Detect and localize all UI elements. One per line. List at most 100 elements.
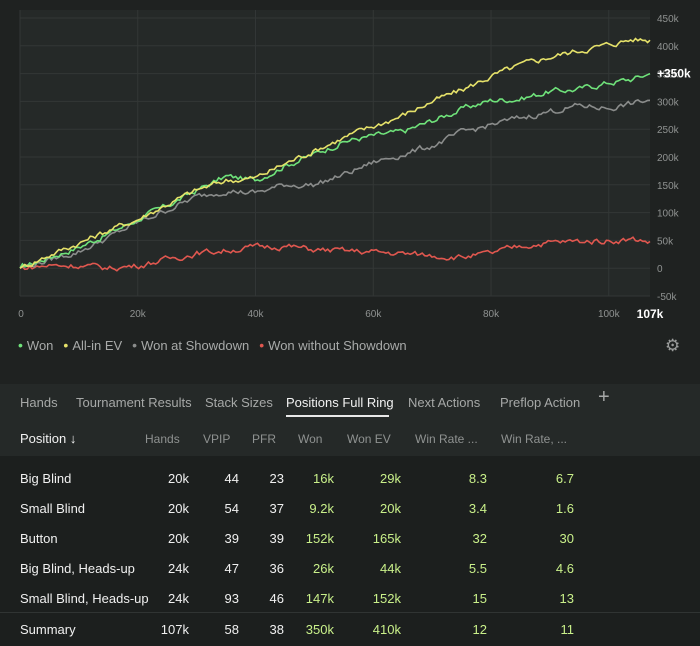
cell-wr1: 8.3 [468,471,487,486]
cell-vpip: 93 [224,591,239,606]
cell-won-ev: 20k [380,501,401,516]
column-header-win-rate-2[interactable]: Win Rate, ... [501,432,568,446]
cell-won-ev: 44k [380,561,401,576]
series-line-won-without-showdown [19,236,651,272]
cell-vpip: 47 [224,561,239,576]
cell-hands: 24k [168,561,189,576]
cell-pfr: 38 [269,622,284,637]
table-row[interactable]: Small Blind 20k 54 37 9.2k 20k 3.4 1.6 [0,493,700,523]
cell-won: 26k [313,561,334,576]
series-line-won-at-showdown [19,98,651,269]
table-row[interactable]: Big Blind 20k 44 23 16k 29k 8.3 6.7 [0,463,700,493]
x-end-label: 107k [637,307,664,321]
active-tab-indicator [286,415,389,417]
cell-pfr: 23 [269,471,284,486]
end-value-label: +350k [657,67,691,81]
chart-legend: • Won • All-in EV • Won at Showdown • Won wi… [18,338,407,353]
y-tick-label: 50k [657,236,674,247]
cell-wr1: 12 [472,622,487,637]
legend-item-won-at-showdown[interactable]: • Won at Showdown [132,337,250,353]
cell-wr2: 11 [560,622,575,637]
positions-table: Big Blind 20k 44 23 16k 29k 8.3 6.7 Small Blind 2… [0,456,700,646]
y-tick-label: 100k [657,209,680,220]
legend-dot-icon: • [259,337,265,353]
tab-next-actions[interactable]: Next Actions [408,395,481,410]
cell-hands: 20k [168,501,189,516]
table-row[interactable]: Small Blind, Heads-up 24k 93 46 147k 152k 15 13 [0,583,700,613]
x-tick-label: 80k [483,309,500,320]
cell-won: 147k [305,591,334,606]
summary-divider [0,612,700,613]
tab-stack-sizes[interactable]: Stack Sizes [205,395,273,410]
cell-won-ev: 410k [372,622,401,637]
cell-pfr: 37 [269,501,284,516]
table-header: Position ↓ Hands VPIP PFR Won Won EV Win… [0,420,700,456]
column-header-win-rate-1[interactable]: Win Rate ... [415,432,478,446]
cell-vpip: 39 [224,531,239,546]
y-tick-label: 400k [657,42,680,53]
cell-vpip: 44 [224,471,239,486]
column-header-vpip[interactable]: VPIP [203,432,231,446]
x-tick-label: 0 [18,309,24,320]
legend-dot-icon: • [63,337,69,353]
cell-pfr: 39 [269,531,284,546]
cell-hands: 24k [168,591,189,606]
y-tick-label: 300k [657,97,680,108]
column-header-won-ev[interactable]: Won EV [347,432,391,446]
tab-tournament-results[interactable]: Tournament Results [76,395,192,410]
y-tick-label: -50k [657,292,677,303]
cell-wr2: 13 [559,591,574,606]
summary-row[interactable]: Summary 107k 58 38 350k 410k 12 11 [0,614,700,644]
cell-won-ev: 152k [372,591,401,606]
column-header-won[interactable]: Won [298,432,323,446]
x-tick-label: 20k [130,309,147,320]
cell-wr2: 30 [559,531,574,546]
legend-item-won[interactable]: • Won [18,337,54,353]
tab-hands[interactable]: Hands [20,395,58,410]
chart-panel: 450k 400k 350k 300k 250k 200k 150k 100k 50k 0 -50k… [18,10,692,355]
table-row[interactable]: Button 20k 39 39 152k 165k 32 30 [0,523,700,553]
y-tick-label: 150k [657,181,680,192]
cell-position: Button [20,531,58,546]
cell-hands: 20k [168,471,189,486]
tab-bar: Hands Tournament Results Stack Sizes Pos… [0,384,700,420]
legend-item-won-without-showdown[interactable]: • Won without Showdown [259,337,407,353]
cell-vpip: 54 [224,501,239,516]
cell-won: 350k [305,622,334,637]
table-row[interactable]: Big Blind, Heads-up 24k 47 36 26k 44k 5.5 4.6 [0,553,700,583]
series-line-all-in-ev [19,37,651,269]
cell-wr2: 4.6 [555,561,574,576]
cell-position: Summary [20,622,76,637]
line-chart: 450k 400k 350k 300k 250k 200k 150k 100k 50k 0 -50k… [18,10,691,321]
column-header-pfr[interactable]: PFR [252,432,276,446]
cell-won: 9.2k [309,501,334,516]
column-header-hands[interactable]: Hands [145,432,180,446]
legend-item-all-in-ev[interactable]: • All-in EV [63,337,123,353]
add-tab-button[interactable]: + [598,386,610,408]
tab-positions-full-ring[interactable]: Positions Full Ring [286,395,394,410]
cell-won-ev: 165k [372,531,401,546]
cell-position: Big Blind, Heads-up [20,561,135,576]
cell-pfr: 36 [269,561,284,576]
column-header-position[interactable]: Position ↓ [20,431,77,446]
y-tick-label: 450k [657,14,680,25]
cell-won: 152k [305,531,334,546]
cell-vpip: 58 [224,622,239,637]
y-tick-label: 350k [657,70,680,81]
cell-position: Small Blind, Heads-up [20,591,149,606]
legend-dot-icon: • [18,337,23,353]
cell-wr1: 32 [472,531,487,546]
cell-wr2: 6.7 [555,471,574,486]
cell-hands: 107k [160,622,189,637]
gear-icon[interactable]: ⚙ [665,336,681,355]
y-tick-label: 200k [657,153,680,164]
x-tick-label: 60k [365,309,382,320]
cell-position: Big Blind [20,471,72,486]
y-tick-label: 0 [657,264,663,275]
cell-won: 16k [313,471,334,486]
cell-wr1: 3.4 [468,501,487,516]
cell-wr1: 5.5 [468,561,487,576]
cell-hands: 20k [168,531,189,546]
legend-dot-icon: • [132,337,138,353]
tab-preflop-action[interactable]: Preflop Action [500,395,581,410]
